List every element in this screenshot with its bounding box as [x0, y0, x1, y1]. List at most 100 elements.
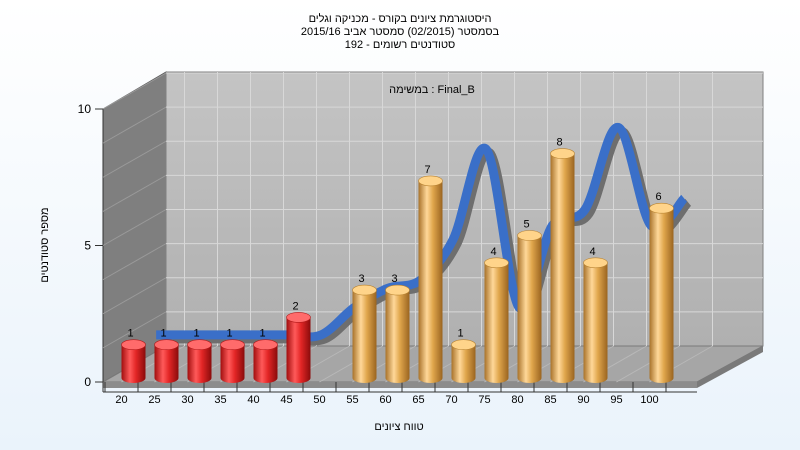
bar-body — [154, 344, 179, 383]
bar-value-label: 8 — [556, 137, 562, 149]
x-tick-label: 95 — [610, 394, 622, 406]
bar: 6 — [649, 191, 674, 383]
ribbon-line — [156, 122, 688, 342]
bar-value-label: 4 — [490, 246, 496, 258]
chart-title-line-3: 192 - סטודנטים רשומים — [345, 39, 456, 51]
x-tick-label: 55 — [346, 394, 358, 406]
bar-body — [253, 344, 278, 383]
bar-value-label: 4 — [589, 246, 595, 258]
bar: 2 — [286, 300, 311, 383]
bar-value-label: 1 — [457, 328, 463, 340]
chart-title-line-2: בסמסטר (02/2015) סמסטר אביב 2015/16 — [301, 26, 500, 38]
bar-body — [550, 153, 575, 383]
chart-annotation: במשימה : Final_B — [389, 84, 475, 96]
y-tick-label: 5 — [84, 239, 91, 253]
ribbon-layer — [156, 122, 692, 346]
x-axis-label: טווח ציונים — [374, 421, 423, 433]
x-tick-label: 100 — [640, 394, 658, 406]
bar-cap — [154, 339, 179, 351]
bar: 1 — [121, 328, 146, 383]
bar-cap — [583, 257, 608, 269]
floor-side-edge — [697, 346, 763, 388]
x-tick-label: 40 — [247, 394, 259, 406]
bar: 5 — [517, 219, 542, 383]
bar: 1 — [451, 328, 476, 383]
x-tick-label: 20 — [115, 394, 127, 406]
y-tick-label: 0 — [84, 375, 91, 389]
floor-edge — [103, 382, 697, 388]
grid-line-wall — [102, 277, 167, 315]
bar: 3 — [352, 273, 377, 383]
bar: 1 — [187, 328, 212, 383]
bar-value-label: 3 — [358, 273, 364, 285]
grid-line-wall — [102, 243, 167, 281]
bar-body — [451, 344, 476, 383]
y-tick-label: 10 — [78, 102, 92, 116]
grid-line-wall — [102, 140, 167, 178]
bar: 1 — [253, 328, 278, 383]
bar-cap — [418, 175, 443, 187]
x-tick-label: 45 — [280, 394, 292, 406]
bar-value-label: 1 — [193, 328, 199, 340]
bar-cap — [517, 230, 542, 241]
x-tick-label: 80 — [511, 394, 523, 406]
bar-value-label: 5 — [523, 219, 529, 231]
bar: 8 — [550, 137, 575, 383]
x-tick-label: 85 — [544, 394, 556, 406]
bar-value-label: 1 — [127, 328, 133, 340]
grid-line-wall — [102, 209, 167, 246]
bar-value-label: 1 — [259, 328, 265, 340]
bar-body — [649, 208, 674, 383]
bar-body — [352, 290, 377, 383]
bar-body — [484, 262, 509, 383]
bar: 3 — [385, 273, 410, 383]
bar: 1 — [220, 328, 245, 383]
bar-body — [517, 235, 542, 383]
grid-line-wall — [102, 72, 167, 110]
bar-body — [220, 344, 245, 383]
bar-cap — [121, 339, 146, 351]
bar-cap — [352, 284, 377, 296]
bar-cap — [187, 339, 212, 351]
bar-value-label: 7 — [424, 164, 430, 176]
bar-cap — [550, 148, 575, 159]
bar: 4 — [484, 246, 509, 383]
bar: 1 — [154, 328, 179, 383]
x-tick-label: 60 — [379, 394, 391, 406]
bar-cap — [286, 312, 311, 323]
bar-value-label: 2 — [292, 300, 298, 312]
x-tick-label: 70 — [445, 394, 457, 406]
bar: 7 — [418, 164, 443, 383]
x-tick-label: 35 — [214, 394, 226, 406]
bar-value-label: 6 — [655, 191, 661, 203]
chart-title-line-1: היסטוגרמת ציונים בקורס - מכניקה וגלים — [309, 12, 492, 25]
bar-cap — [385, 284, 410, 296]
x-tick-label: 65 — [412, 394, 424, 406]
x-tick-label: 75 — [478, 394, 490, 406]
x-tick-label: 25 — [148, 394, 160, 406]
bar-body — [418, 180, 443, 383]
x-tick-label: 30 — [181, 394, 193, 406]
bars-layer: 1 1 1 1 1 2 3 3 7 1 4 5 8 4 6 — [121, 137, 674, 383]
bar-value-label: 1 — [226, 328, 232, 340]
bar-cap — [484, 257, 509, 269]
bar-body — [187, 344, 212, 383]
bar-body — [583, 262, 608, 383]
bar-body — [121, 344, 146, 383]
grid-line-wall — [102, 106, 167, 144]
bar: 4 — [583, 246, 608, 383]
bar-value-label: 1 — [160, 328, 166, 340]
x-tick-label: 50 — [313, 394, 325, 406]
bar-cap — [451, 339, 476, 351]
bar-body — [286, 317, 311, 383]
bar-cap — [220, 339, 245, 351]
y-axis-label: מספר סטודנטים — [39, 207, 51, 282]
bar-cap — [649, 202, 674, 214]
grid-line-wall — [102, 311, 167, 349]
bar-body — [385, 290, 410, 383]
bar-cap — [253, 339, 278, 351]
grid-line-wall — [102, 174, 167, 212]
